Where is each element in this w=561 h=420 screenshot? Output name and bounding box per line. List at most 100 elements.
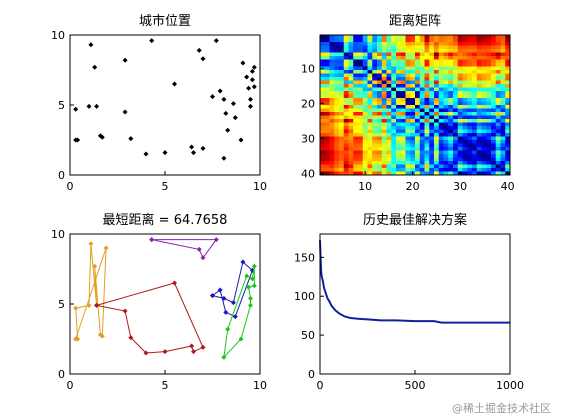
- heatmap-cell: [457, 133, 463, 137]
- heatmap-cell: [400, 140, 406, 144]
- heatmap-cell: [457, 140, 463, 144]
- heatmap-cell: [410, 45, 416, 50]
- heatmap-cell: [429, 94, 435, 99]
- heatmap-cell: [358, 80, 364, 85]
- heatmap-cell: [353, 87, 359, 92]
- heatmap-cell: [329, 42, 335, 46]
- heatmap-cell: [438, 59, 444, 64]
- heatmap-cell: [457, 147, 463, 151]
- heatmap-cell: [324, 157, 330, 162]
- heatmap-cell: [495, 168, 501, 172]
- heatmap-cell: [358, 171, 364, 176]
- heatmap-cell: [343, 112, 349, 116]
- heatmap-cell: [400, 35, 406, 39]
- route-node: [73, 336, 79, 342]
- heatmap-cell: [481, 164, 487, 169]
- heatmap-cell: [443, 101, 449, 106]
- heatmap-cell: [362, 147, 368, 151]
- city-scatter-points: [73, 38, 257, 161]
- heatmap-cell: [476, 49, 482, 53]
- heatmap-cell: [377, 52, 383, 57]
- heatmap-cell: [400, 70, 406, 74]
- heatmap-cell: [491, 94, 497, 99]
- heatmap-cell: [343, 168, 349, 172]
- heatmap-cell: [472, 77, 478, 81]
- heatmap-cell: [320, 87, 326, 92]
- route-path: [96, 282, 204, 354]
- heatmap-cell: [334, 129, 340, 134]
- heatmap-cell: [320, 147, 326, 151]
- heatmap-cell: [434, 115, 440, 120]
- heatmap-cell: [500, 108, 506, 113]
- heatmap-cell: [443, 161, 449, 165]
- city-point: [172, 81, 177, 87]
- heatmap-cell: [443, 157, 449, 162]
- heatmap-cell: [500, 133, 506, 137]
- heatmap-cell: [329, 52, 335, 57]
- heatmap-cell: [362, 42, 368, 46]
- heatmap-cell: [410, 77, 416, 81]
- heatmap-cell: [353, 94, 359, 99]
- heatmap-cell: [348, 70, 354, 74]
- heatmap-cell: [367, 66, 373, 71]
- heatmap-cell: [348, 143, 354, 148]
- heatmap-cell: [491, 168, 497, 172]
- heatmap-cell: [481, 140, 487, 144]
- heatmap-cell: [453, 126, 459, 130]
- heatmap-cell: [377, 108, 383, 113]
- route-node: [103, 245, 109, 251]
- heatmap-cell: [339, 38, 345, 43]
- heatmap-cell: [462, 80, 468, 85]
- heatmap-cell: [486, 101, 492, 106]
- heatmap-cell: [410, 98, 416, 102]
- heatmap-cell: [486, 70, 492, 74]
- heatmap-cell: [372, 136, 378, 141]
- heatmap-cell: [448, 70, 454, 74]
- route-node: [248, 302, 253, 308]
- heatmap-cell: [486, 49, 492, 53]
- heatmap-cell: [405, 66, 411, 71]
- heatmap-cell: [329, 45, 335, 50]
- route-node: [191, 349, 196, 355]
- heatmap-cell: [377, 119, 383, 123]
- heatmap-cell: [491, 35, 497, 39]
- heatmap-cell: [457, 52, 463, 57]
- heatmap-cell: [381, 98, 387, 102]
- heatmap-cell: [434, 133, 440, 137]
- heatmap-cell: [476, 154, 482, 158]
- heatmap-cell: [476, 56, 482, 60]
- heatmap-cell: [358, 105, 364, 109]
- heatmap-cell: [353, 105, 359, 109]
- heatmap-cell: [495, 108, 501, 113]
- heatmap-cell: [343, 59, 349, 64]
- heatmap-cell: [367, 108, 373, 113]
- heatmap-cell: [348, 126, 354, 130]
- heatmap-cell: [472, 140, 478, 144]
- heatmap-cell: [476, 140, 482, 144]
- heatmap-cell: [505, 94, 511, 99]
- heatmap-cell: [348, 66, 354, 71]
- xtick-label: 500: [405, 379, 426, 392]
- heatmap-cell: [424, 161, 430, 165]
- heatmap-cell: [339, 35, 345, 39]
- heatmap-cell: [419, 108, 425, 113]
- heatmap-cell: [367, 157, 373, 162]
- heatmap-cell: [424, 56, 430, 60]
- heatmap-cell: [467, 38, 473, 43]
- heatmap-cell: [462, 70, 468, 74]
- heatmap-cell: [343, 35, 349, 39]
- heatmap-cell: [491, 91, 497, 95]
- heatmap-cell: [467, 56, 473, 60]
- heatmap-cell: [362, 91, 368, 95]
- heatmap-cell: [391, 133, 397, 137]
- heatmap-cell: [391, 42, 397, 46]
- heatmap-cell: [491, 80, 497, 85]
- heatmap-cell: [424, 94, 430, 99]
- heatmap-cell: [391, 63, 397, 67]
- heatmap-cell: [448, 38, 454, 43]
- heatmap-cell: [324, 168, 330, 172]
- heatmap-cell: [505, 52, 511, 57]
- heatmap-cell: [343, 115, 349, 120]
- heatmap-cell: [339, 87, 345, 92]
- heatmap-cell: [476, 143, 482, 148]
